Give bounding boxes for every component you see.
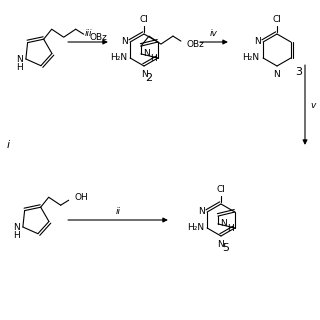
Text: N: N [16, 54, 23, 63]
Text: H₂N: H₂N [110, 53, 127, 62]
Text: 3: 3 [295, 67, 302, 77]
Text: OBz: OBz [187, 40, 205, 49]
Text: 5: 5 [222, 243, 229, 253]
Text: iv: iv [210, 29, 218, 38]
Text: H₂N: H₂N [187, 223, 204, 233]
Text: OBz: OBz [90, 33, 108, 42]
Text: H: H [227, 224, 234, 233]
Text: ii: ii [116, 207, 121, 217]
Text: OH: OH [75, 193, 88, 202]
Text: H₂N: H₂N [242, 53, 259, 62]
Text: H: H [13, 230, 20, 239]
Text: N: N [254, 37, 261, 46]
Text: H: H [150, 54, 157, 63]
Text: N: N [218, 240, 224, 249]
Text: Cl: Cl [140, 15, 148, 24]
Text: H: H [16, 62, 23, 71]
Text: N: N [143, 49, 150, 58]
Text: iii: iii [84, 29, 92, 38]
Text: N: N [140, 70, 148, 79]
Text: N: N [198, 207, 205, 217]
Text: N: N [121, 37, 128, 46]
Text: v: v [310, 100, 316, 109]
Text: N: N [13, 222, 20, 231]
Text: Cl: Cl [273, 15, 281, 24]
Text: N: N [274, 70, 280, 79]
Text: N: N [220, 220, 227, 228]
Text: i: i [6, 140, 10, 150]
Text: Cl: Cl [217, 185, 225, 194]
Text: 2: 2 [145, 73, 153, 83]
